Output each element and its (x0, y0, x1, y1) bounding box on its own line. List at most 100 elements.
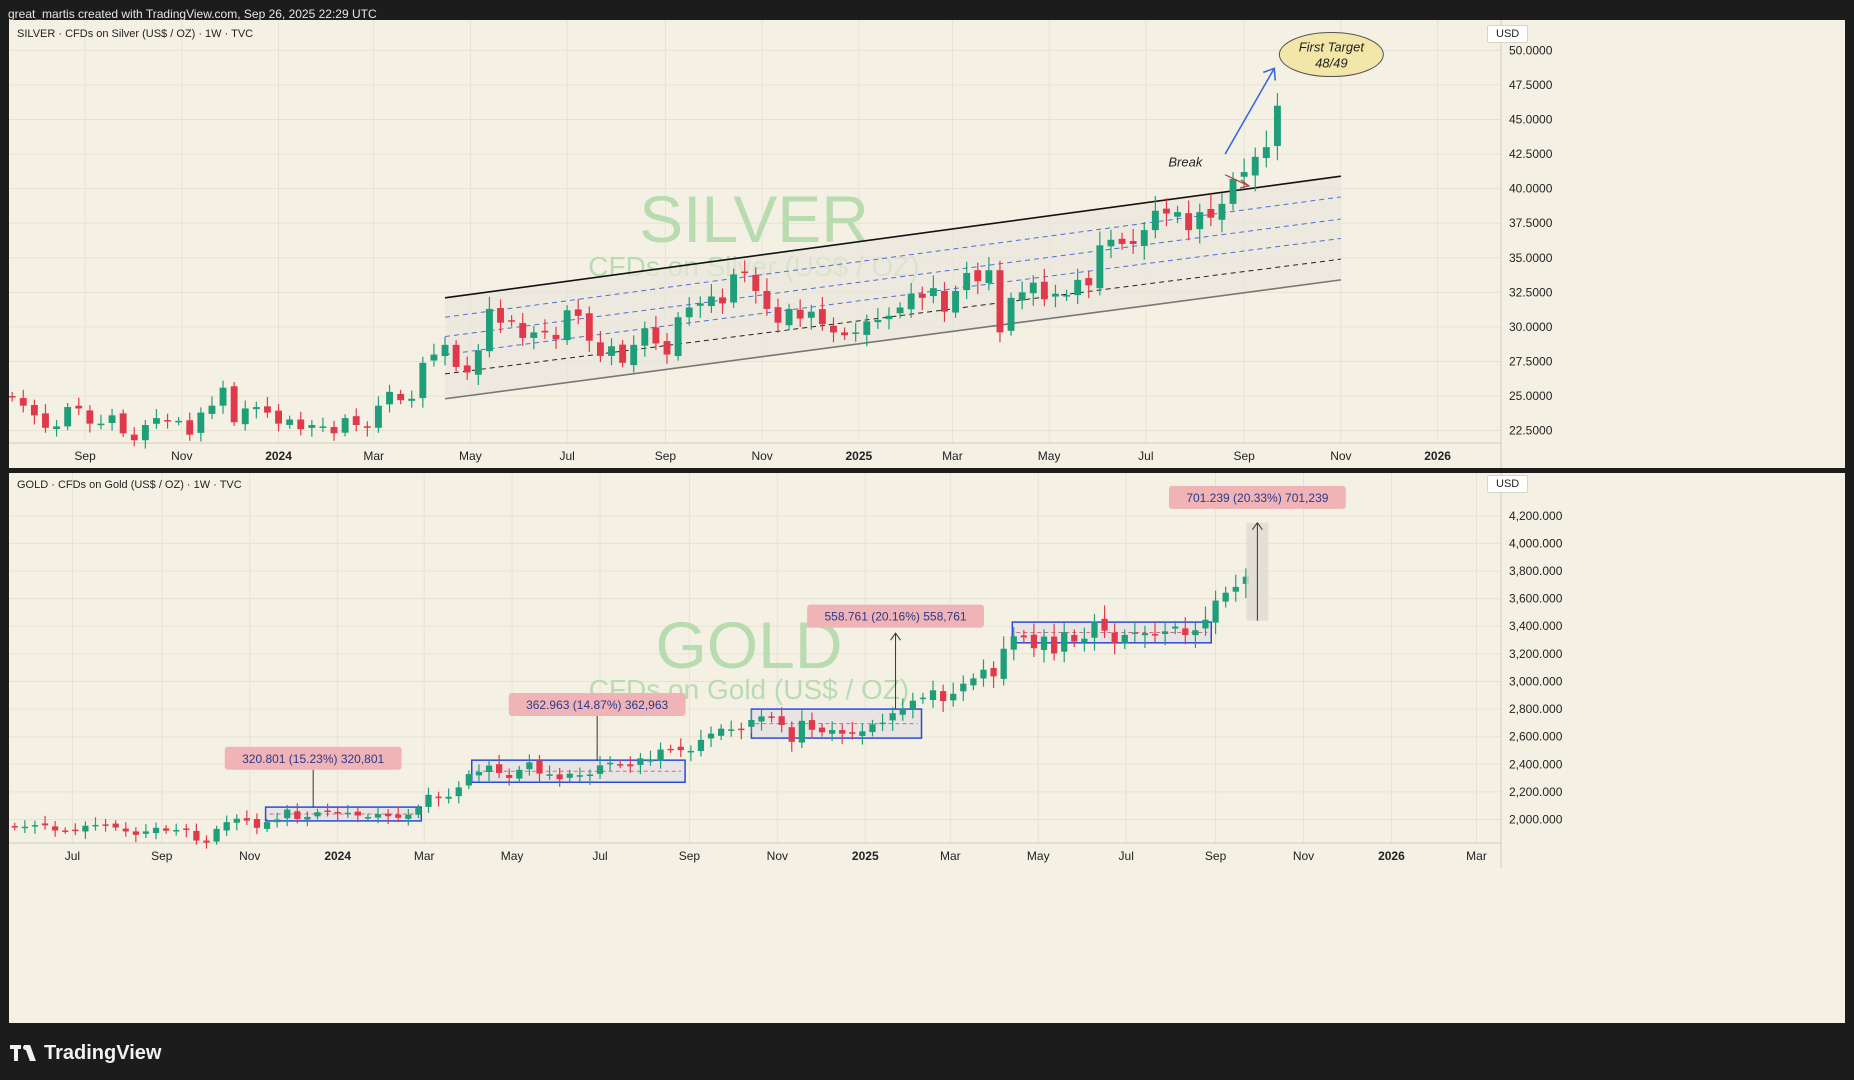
x-tick-label: 2026 (1424, 449, 1451, 463)
silver-chart-pane[interactable]: 22.5000 25.0000 27.5000 30.0000 32.5000 35.00… (9, 20, 1845, 468)
y-tick-label: 2,800.000 (1509, 702, 1563, 716)
candle-body (963, 272, 971, 291)
x-tick-label: May (459, 449, 482, 463)
candle-body (163, 828, 170, 831)
candle-body (763, 290, 771, 309)
candle-body (508, 320, 516, 322)
attribution-text: great_martis created with TradingView.co… (8, 7, 377, 21)
candle-body (495, 764, 503, 774)
candle-body (21, 826, 28, 829)
x-tick-label: Mar (1466, 849, 1487, 863)
candle-body (830, 325, 837, 333)
projection-arrowhead (1262, 67, 1277, 81)
candle-body (1212, 600, 1219, 623)
candle-body (918, 293, 926, 298)
silver-currency-button[interactable]: USD (1487, 25, 1529, 43)
gold-currency-button[interactable]: USD (1487, 475, 1529, 493)
measure-label: 701.239 (20.33%) 701,239 (1186, 491, 1328, 505)
candle-body (230, 386, 238, 423)
candle-body (294, 811, 301, 819)
candle-body (828, 730, 836, 734)
candle-body (386, 391, 393, 405)
candle-body (1207, 208, 1215, 218)
candle-body (586, 774, 594, 777)
target-bubble (1278, 32, 1384, 78)
break-label: Break (1168, 155, 1203, 170)
x-tick-label: Jul (1119, 849, 1134, 863)
candle-body (939, 691, 947, 702)
candle-body (574, 309, 582, 316)
candle-body (153, 418, 160, 424)
candle-body (354, 811, 361, 816)
candle-body (741, 271, 749, 274)
candle-body (241, 408, 249, 425)
gold-chart[interactable]: 2,000.000 2,200.000 2,400.000 2,600.000 2,80… (9, 473, 1845, 1023)
candle-body (1229, 178, 1237, 204)
candle-body (1262, 147, 1270, 159)
x-tick-label: May (1038, 449, 1061, 463)
y-tick-label: 3,400.000 (1509, 619, 1563, 633)
candle-body (1071, 634, 1078, 642)
candle-body (497, 308, 504, 323)
x-tick-label: May (1027, 849, 1050, 863)
candle-body (685, 307, 693, 318)
candle-body (243, 818, 250, 821)
gold-chart-pane[interactable]: 2,000.000 2,200.000 2,400.000 2,600.000 2,80… (9, 473, 1845, 1023)
candle-body (627, 764, 634, 767)
candle-body (1063, 295, 1071, 297)
silver-symbol-title: SILVER · CFDs on Silver (US$ / OZ) · 1W … (17, 28, 254, 40)
candle-body (1151, 210, 1159, 231)
candle-body (1050, 636, 1058, 654)
x-tick-label: Mar (942, 449, 963, 463)
candle-body (1240, 172, 1248, 177)
measure-arrowhead (1251, 521, 1263, 530)
measure-label-bg (508, 692, 686, 716)
x-tick-label: Sep (151, 849, 173, 863)
candle-body (1151, 634, 1159, 636)
candle-body (869, 724, 876, 733)
candle-body (1111, 632, 1118, 644)
silver-chart[interactable]: 22.5000 25.0000 27.5000 30.0000 32.5000 35.00… (9, 20, 1845, 468)
candle-body (719, 297, 726, 304)
measure-label-bg (1168, 485, 1346, 509)
candle-body (985, 270, 993, 284)
candle-body (408, 398, 416, 401)
candle-body (807, 311, 815, 318)
candle-body (364, 817, 372, 819)
candle-body (297, 419, 305, 430)
candle-body (9, 396, 16, 398)
candle-body (253, 818, 261, 828)
y-tick-label: 40.0000 (1509, 182, 1553, 196)
candle-body (516, 769, 523, 779)
y-tick-label: 2,600.000 (1509, 730, 1563, 744)
x-tick-label: Mar (940, 849, 961, 863)
candle-body (425, 794, 432, 807)
candle-body (1010, 636, 1017, 650)
candle-body (314, 812, 321, 817)
candle-body (223, 822, 230, 831)
candle-body (1129, 240, 1137, 244)
candle-body (774, 307, 782, 323)
candle-body (119, 413, 127, 434)
candle-body (752, 274, 760, 291)
candle-body (697, 739, 705, 751)
candle-body (122, 828, 129, 832)
x-tick-label: 2026 (1378, 849, 1405, 863)
x-tick-label: 2024 (265, 449, 292, 463)
candle-body (608, 346, 615, 356)
candle-body (1000, 648, 1007, 679)
measure-label-bg (807, 604, 984, 628)
y-tick-label: 50.0000 (1509, 43, 1553, 57)
candle-body (19, 398, 27, 406)
candle-body (919, 697, 927, 700)
candle-body (319, 426, 327, 428)
x-tick-label: Mar (414, 849, 435, 863)
candle-body (980, 669, 987, 679)
candle-body (879, 722, 886, 725)
x-tick-label: 2024 (324, 849, 351, 863)
candle-body (546, 774, 553, 776)
candle-body (252, 407, 260, 410)
y-tick-label: 35.0000 (1509, 251, 1553, 265)
measure-label: 362.963 (14.87%) 362,963 (526, 698, 668, 712)
y-tick-label: 37.5000 (1509, 216, 1553, 230)
